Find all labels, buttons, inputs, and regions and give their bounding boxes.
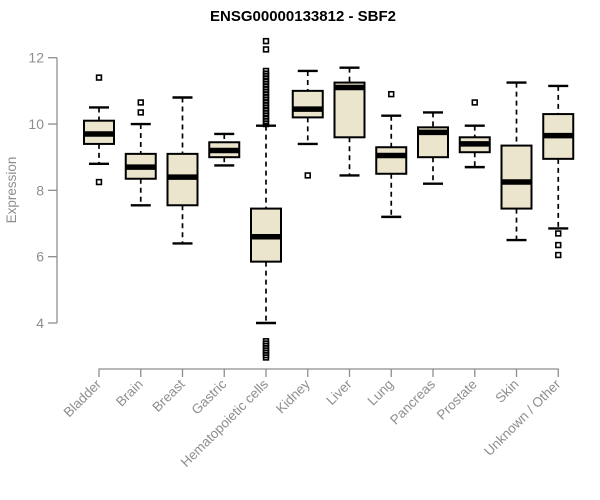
box-hematopoietic-cells bbox=[250, 37, 282, 361]
x-tick-label: Kidney bbox=[273, 376, 313, 416]
box-lung bbox=[375, 90, 408, 219]
outlier-point bbox=[471, 99, 478, 106]
x-tick-label: Liver bbox=[323, 376, 355, 408]
iqr-box bbox=[375, 146, 408, 175]
x-tick-label: Brain bbox=[113, 377, 146, 410]
box-brain bbox=[124, 99, 157, 207]
iqr-box bbox=[333, 81, 366, 139]
outlier-point bbox=[555, 241, 562, 249]
y-axis-label: Expression bbox=[4, 157, 19, 224]
outlier-point bbox=[137, 109, 144, 116]
outlier-point bbox=[137, 99, 144, 106]
box-bladder bbox=[83, 74, 115, 186]
iqr-box bbox=[291, 89, 324, 119]
outlier-point bbox=[262, 354, 270, 361]
box-unknown-other bbox=[542, 84, 575, 259]
outlier-point bbox=[304, 172, 311, 179]
x-tick-label: Pancreas bbox=[387, 376, 438, 427]
outlier-point bbox=[95, 74, 103, 81]
outlier-point bbox=[555, 251, 562, 259]
x-tick-label: Skin bbox=[492, 377, 521, 406]
x-tick-label: Gastric bbox=[189, 376, 230, 417]
y-tick-label: 8 bbox=[36, 182, 44, 198]
x-tick-label: Unknown / Other bbox=[481, 376, 564, 459]
box-prostate bbox=[458, 99, 491, 169]
y-tick-label: 10 bbox=[28, 116, 44, 132]
outlier-point bbox=[95, 178, 103, 186]
outlier-point bbox=[262, 46, 270, 53]
box-skin bbox=[500, 81, 533, 242]
outlier-point bbox=[555, 230, 562, 237]
x-tick-label: Lung bbox=[365, 377, 397, 409]
outlier-point bbox=[262, 120, 270, 128]
x-tick-label: Prostate bbox=[434, 377, 480, 423]
boxes bbox=[83, 37, 575, 361]
y-tick-label: 6 bbox=[36, 249, 44, 265]
y-tick-label: 12 bbox=[28, 50, 44, 66]
y-tick-label: 4 bbox=[36, 315, 44, 331]
box-liver bbox=[333, 66, 366, 177]
outlier-point bbox=[262, 37, 270, 45]
iqr-box bbox=[500, 144, 533, 210]
x-tick-label: Bladder bbox=[61, 376, 105, 420]
box-kidney bbox=[291, 69, 324, 179]
box-gastric bbox=[208, 132, 241, 167]
x-tick-label: Breast bbox=[149, 376, 187, 414]
box-breast bbox=[166, 96, 199, 245]
outlier-point bbox=[388, 90, 395, 98]
chart-title: ENSG00000133812 - SBF2 bbox=[210, 8, 396, 25]
box-pancreas bbox=[417, 111, 449, 185]
